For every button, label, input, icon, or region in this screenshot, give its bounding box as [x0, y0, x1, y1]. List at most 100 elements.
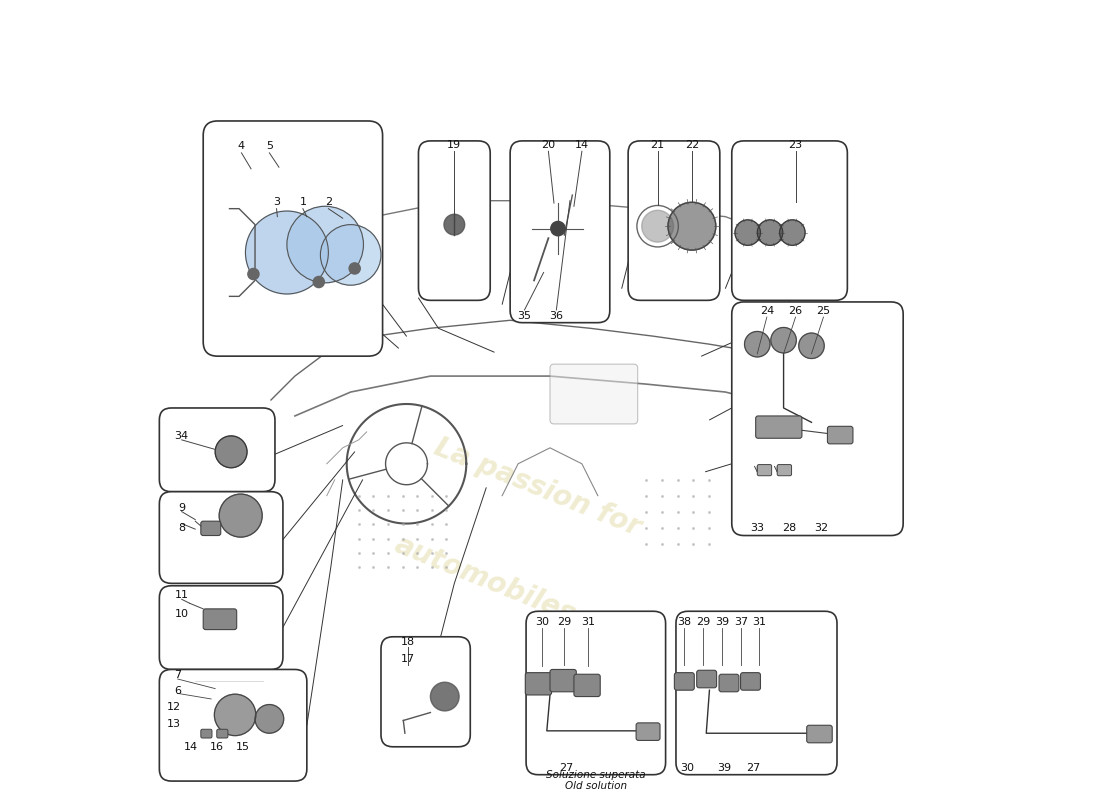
Text: 31: 31	[752, 617, 766, 626]
Text: 20: 20	[541, 140, 556, 150]
FancyBboxPatch shape	[160, 408, 275, 492]
FancyBboxPatch shape	[160, 670, 307, 781]
Circle shape	[771, 327, 796, 353]
Circle shape	[219, 494, 262, 537]
FancyBboxPatch shape	[201, 730, 212, 738]
Text: 24: 24	[760, 306, 774, 316]
Text: 27: 27	[746, 763, 760, 774]
Text: 37: 37	[735, 617, 748, 626]
Text: 14: 14	[184, 742, 198, 752]
Circle shape	[245, 211, 329, 294]
Circle shape	[745, 331, 770, 357]
Text: 18: 18	[402, 638, 415, 647]
Text: 1: 1	[299, 198, 307, 207]
Text: 8: 8	[178, 522, 185, 533]
Text: 5: 5	[266, 142, 273, 151]
Circle shape	[349, 263, 361, 274]
FancyBboxPatch shape	[674, 673, 694, 690]
Circle shape	[287, 206, 363, 283]
Text: 2: 2	[324, 198, 332, 207]
FancyBboxPatch shape	[550, 670, 576, 692]
FancyBboxPatch shape	[676, 611, 837, 774]
Text: 3: 3	[273, 198, 280, 207]
Text: 14: 14	[575, 140, 589, 150]
Text: 22: 22	[685, 140, 698, 150]
Text: 39: 39	[715, 617, 729, 626]
Text: Soluzione superata: Soluzione superata	[547, 770, 646, 780]
FancyBboxPatch shape	[201, 521, 221, 535]
FancyBboxPatch shape	[636, 723, 660, 741]
Text: 16: 16	[210, 742, 223, 752]
FancyBboxPatch shape	[732, 302, 903, 535]
Text: 6: 6	[174, 686, 182, 696]
FancyBboxPatch shape	[204, 609, 236, 630]
Circle shape	[255, 705, 284, 734]
Text: 33: 33	[750, 522, 764, 533]
Text: 30: 30	[680, 763, 694, 774]
Text: 19: 19	[448, 140, 461, 150]
FancyBboxPatch shape	[160, 492, 283, 583]
FancyBboxPatch shape	[827, 426, 853, 444]
Text: Old solution: Old solution	[565, 781, 627, 791]
Text: 11: 11	[175, 590, 189, 600]
Circle shape	[551, 222, 565, 236]
FancyBboxPatch shape	[719, 674, 739, 692]
Circle shape	[641, 210, 673, 242]
Text: 32: 32	[814, 522, 828, 533]
FancyBboxPatch shape	[526, 611, 666, 774]
Text: 27: 27	[559, 763, 573, 774]
FancyBboxPatch shape	[696, 670, 716, 688]
FancyBboxPatch shape	[757, 465, 771, 476]
Text: 17: 17	[402, 654, 415, 664]
Text: 29: 29	[696, 617, 711, 626]
Circle shape	[735, 220, 760, 246]
FancyBboxPatch shape	[381, 637, 471, 746]
FancyBboxPatch shape	[628, 141, 719, 300]
Text: 39: 39	[717, 763, 730, 774]
Circle shape	[799, 333, 824, 358]
Text: 12: 12	[166, 702, 180, 712]
FancyBboxPatch shape	[510, 141, 609, 322]
Text: 9: 9	[178, 502, 185, 513]
Circle shape	[248, 269, 258, 280]
Text: 23: 23	[789, 140, 803, 150]
FancyBboxPatch shape	[550, 364, 638, 424]
Circle shape	[444, 214, 464, 235]
Text: 30: 30	[535, 617, 549, 626]
Circle shape	[320, 225, 381, 286]
Text: 7: 7	[174, 670, 182, 680]
Text: 38: 38	[676, 617, 691, 626]
Text: 25: 25	[816, 306, 831, 316]
Text: 28: 28	[782, 522, 796, 533]
Text: 15: 15	[236, 742, 250, 752]
Text: 10: 10	[175, 609, 189, 618]
FancyBboxPatch shape	[204, 121, 383, 356]
Text: 31: 31	[581, 617, 595, 626]
FancyBboxPatch shape	[756, 416, 802, 438]
FancyBboxPatch shape	[526, 673, 551, 695]
FancyBboxPatch shape	[732, 141, 847, 300]
FancyBboxPatch shape	[160, 586, 283, 670]
Circle shape	[314, 277, 324, 287]
Text: 35: 35	[517, 311, 531, 322]
FancyBboxPatch shape	[806, 726, 833, 743]
Circle shape	[430, 682, 459, 711]
Circle shape	[757, 220, 783, 246]
Circle shape	[780, 220, 805, 246]
Text: 13: 13	[167, 719, 180, 730]
Text: La passion for: La passion for	[430, 433, 646, 542]
Circle shape	[216, 436, 248, 468]
Text: 26: 26	[789, 306, 803, 316]
Text: automobiles: automobiles	[390, 531, 580, 630]
FancyBboxPatch shape	[217, 730, 228, 738]
Text: 4: 4	[238, 142, 245, 151]
FancyBboxPatch shape	[778, 465, 792, 476]
Circle shape	[214, 694, 256, 736]
FancyBboxPatch shape	[418, 141, 491, 300]
Text: 34: 34	[175, 431, 189, 441]
Circle shape	[668, 202, 716, 250]
Text: 21: 21	[650, 140, 664, 150]
FancyBboxPatch shape	[740, 673, 760, 690]
FancyBboxPatch shape	[574, 674, 601, 697]
Text: 36: 36	[549, 311, 563, 322]
